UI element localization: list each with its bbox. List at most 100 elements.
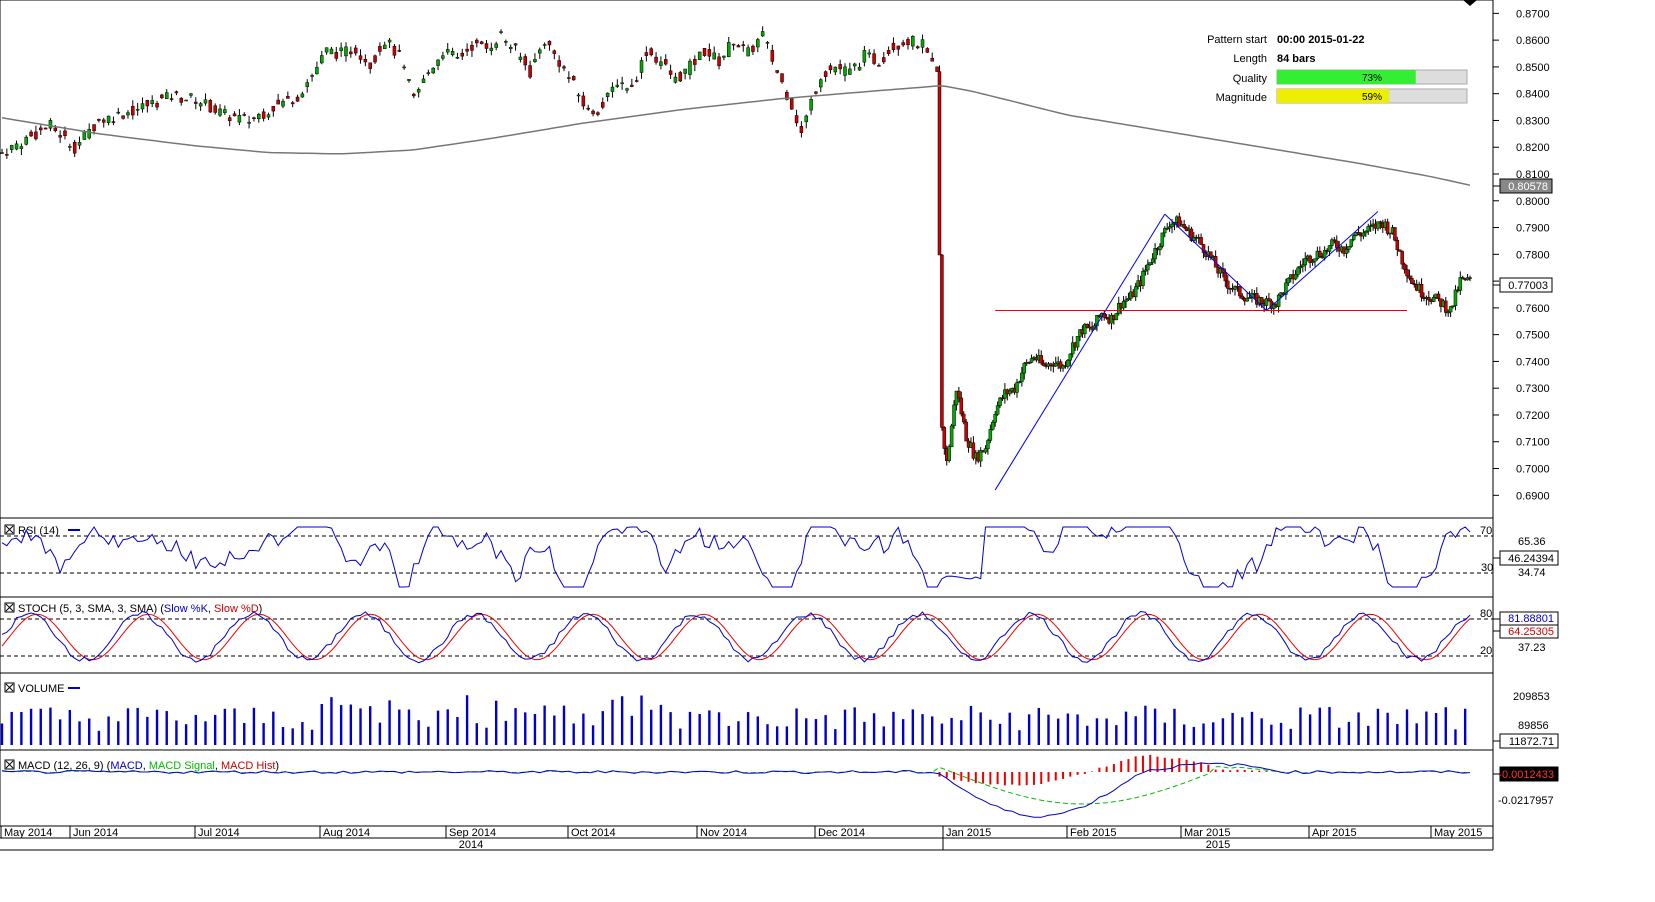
price-tick-label: 0.7900 — [1516, 223, 1550, 235]
macd-hist-bar — [1120, 761, 1123, 772]
price-tick-label: 0.7200 — [1516, 410, 1550, 422]
scroll-down-icon[interactable] — [1463, 0, 1477, 6]
candle-bearish — [935, 66, 939, 72]
macd-line — [1, 762, 1471, 818]
candle-bullish — [116, 111, 121, 114]
macd-hist-bar — [1207, 764, 1210, 772]
macd-hist-bar — [1141, 755, 1144, 772]
candle-bullish — [857, 66, 862, 71]
stoch-k-current: 81.88801 — [1508, 613, 1554, 625]
volume-bar — [204, 721, 207, 745]
volume-bar — [1173, 708, 1176, 745]
price-tick-label: 0.8100 — [1516, 169, 1550, 181]
volume-bar — [824, 715, 827, 745]
volume-bar — [1396, 724, 1399, 745]
candle-bearish — [886, 50, 891, 54]
candle-bullish — [1095, 315, 1099, 327]
candle-bearish — [586, 107, 590, 110]
candle-bullish — [106, 115, 111, 123]
candle-bullish — [819, 79, 823, 88]
candle-bullish — [1133, 286, 1138, 298]
macd-hist-bar — [967, 772, 970, 782]
candle-bearish — [901, 42, 905, 46]
volume-bar — [20, 711, 23, 745]
price-tick-label: 0.8600 — [1516, 35, 1550, 47]
volume-bar — [679, 728, 682, 745]
volume-bar — [582, 713, 585, 745]
volume-bar — [611, 699, 614, 745]
candle-bearish — [1189, 228, 1194, 241]
candle-bullish — [436, 59, 440, 66]
volume-bar — [1241, 717, 1244, 745]
volume-bar — [243, 722, 246, 745]
candle-bearish — [678, 72, 683, 82]
volume-bar — [737, 721, 740, 745]
candle-bearish — [736, 45, 741, 48]
candle-bullish — [77, 142, 82, 146]
candle-bullish — [1264, 298, 1269, 306]
volume-bar — [272, 711, 275, 745]
pattern-trend-line — [1266, 211, 1379, 311]
candle-bullish — [1020, 372, 1024, 383]
candle-bearish — [964, 421, 968, 442]
volume-bar — [766, 724, 769, 745]
current-price-flag — [1499, 277, 1553, 293]
candle-bearish — [591, 110, 595, 115]
macd-hist-bar — [1243, 770, 1246, 772]
pattern-lines — [994, 211, 1408, 491]
candle-bullish — [993, 413, 997, 423]
candle-bearish — [668, 70, 673, 75]
candle-bullish — [441, 55, 445, 59]
candle-bearish — [523, 56, 527, 66]
rsi-panel: RSI (14) 70 30 65.36 34.74 46.24394 — [0, 524, 1559, 588]
candle-bearish — [634, 80, 639, 82]
candle-bearish — [1410, 278, 1414, 285]
candle-bullish — [310, 75, 314, 77]
candle-bearish — [155, 103, 159, 108]
volume-bar — [1260, 718, 1263, 745]
candle-bearish — [194, 101, 198, 104]
candle-bullish — [848, 68, 852, 75]
candle-bullish — [1327, 245, 1332, 252]
candle-bearish — [34, 131, 38, 140]
macd-hist-bar — [1134, 756, 1137, 772]
candle-bearish — [1332, 239, 1337, 242]
price-tick-label: 0.6900 — [1516, 490, 1550, 502]
candle-bearish — [596, 112, 600, 115]
month-label: Feb 2015 — [1070, 827, 1116, 839]
candle-bearish — [741, 44, 746, 46]
volume-tick-mid: 89856 — [1518, 720, 1549, 732]
volume-bar — [378, 722, 382, 745]
candle-bearish — [290, 102, 295, 105]
volume-bar — [88, 718, 91, 745]
macd-hist-bar — [1171, 758, 1174, 772]
candle-bearish — [1405, 269, 1409, 277]
candle-bearish — [131, 106, 135, 116]
volume-panel: VOLUME 209853 89856 11872.71 — [0, 682, 1559, 749]
volume-bar — [417, 720, 420, 745]
candle-bullish — [952, 404, 956, 427]
price-tick-label: 0.7100 — [1516, 437, 1550, 449]
macd-hist-bar — [1011, 772, 1014, 785]
candle-bullish — [620, 82, 624, 85]
candle-bullish — [804, 115, 809, 123]
length-value: 84 bars — [1277, 53, 1316, 65]
candle-bullish — [445, 49, 450, 53]
candle-bullish — [218, 108, 222, 116]
month-label: May 2014 — [4, 827, 52, 839]
candle-bullish — [324, 47, 329, 53]
candle-bullish — [1448, 306, 1453, 313]
candle-bearish — [53, 127, 58, 131]
candle-bullish — [150, 100, 154, 104]
volume-bar — [1386, 712, 1389, 745]
candle-bearish — [232, 113, 237, 117]
volume-bar — [1299, 707, 1302, 745]
macd-hist-bar — [1250, 770, 1253, 772]
candle-bearish — [465, 48, 469, 52]
candle-bearish — [252, 117, 256, 119]
candle-bearish — [0, 152, 4, 154]
candle-bullish — [1376, 221, 1380, 229]
macd-hist-bar — [1091, 771, 1094, 772]
stoch-lower-level: 20 — [1480, 645, 1492, 657]
candle-bullish — [68, 146, 72, 148]
